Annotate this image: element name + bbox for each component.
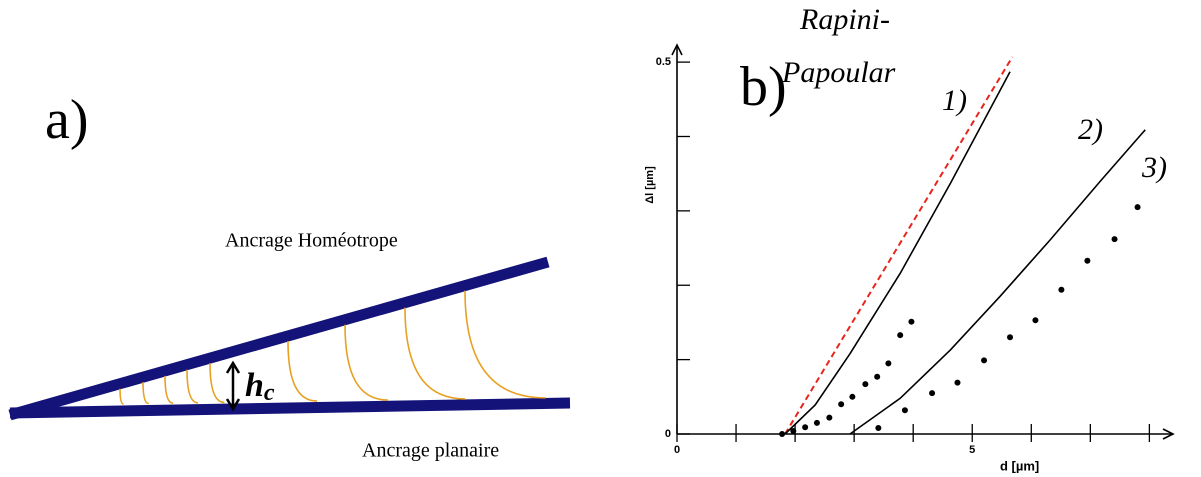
director-line bbox=[186, 369, 199, 404]
y-tick-label: 0 bbox=[665, 428, 671, 440]
data-point bbox=[802, 424, 809, 431]
y-tick-label: 0.5 bbox=[656, 56, 671, 68]
thickness-symbol: hc bbox=[245, 367, 275, 406]
director-line bbox=[164, 375, 174, 405]
h: h bbox=[245, 367, 264, 404]
curve bbox=[784, 71, 1011, 435]
data-point bbox=[1007, 334, 1014, 341]
curve-label: 1) bbox=[942, 84, 967, 117]
panel-b: 0 5 0 0.5 d [µm] Δl [µm] b) Rapini- Papoular 1) 2)… bbox=[644, 3, 1175, 473]
annotation: Papoular bbox=[781, 56, 896, 89]
data-point bbox=[826, 414, 833, 421]
director-line bbox=[464, 290, 546, 399]
data-point bbox=[874, 373, 881, 380]
data-point bbox=[838, 401, 845, 408]
bottom-plate bbox=[9, 397, 571, 419]
data-point bbox=[875, 425, 882, 432]
axis-arrows bbox=[671, 43, 1175, 440]
data-point bbox=[849, 393, 856, 400]
data-point bbox=[901, 407, 908, 414]
x-tick-label: 0 bbox=[674, 444, 680, 456]
data-point bbox=[981, 357, 988, 364]
curve bbox=[784, 56, 1014, 435]
director-line bbox=[404, 307, 466, 400]
data-point bbox=[1084, 257, 1091, 264]
panel-a: a) Ancrage Homéotrope Ancrage planaire h… bbox=[8, 89, 571, 462]
data-point bbox=[908, 318, 915, 325]
y-axis-label: Δl [µm] bbox=[644, 166, 656, 204]
data-point bbox=[897, 332, 904, 339]
data-point bbox=[1134, 204, 1141, 211]
director-line bbox=[119, 388, 124, 405]
data-point bbox=[790, 428, 797, 435]
curve bbox=[849, 129, 1146, 435]
subscript: c bbox=[264, 380, 275, 406]
curve-label: 2) bbox=[1078, 113, 1103, 146]
data-point bbox=[779, 431, 786, 437]
panel-label: a) bbox=[45, 89, 89, 151]
data-point bbox=[813, 419, 820, 426]
data-point bbox=[954, 379, 961, 386]
director-line bbox=[287, 340, 318, 402]
x-tick-label: 5 bbox=[969, 444, 975, 456]
data-point bbox=[1058, 286, 1065, 293]
data-point bbox=[1111, 236, 1118, 243]
arrow-heads bbox=[225, 360, 241, 412]
director-line bbox=[209, 363, 225, 404]
data-point bbox=[885, 360, 892, 367]
director-line bbox=[142, 382, 149, 405]
data-point bbox=[929, 390, 936, 397]
curve-label: 3) bbox=[1141, 151, 1167, 184]
annotation: Rapini- bbox=[799, 3, 890, 36]
data-point bbox=[862, 381, 869, 388]
panel-label: b) bbox=[740, 56, 787, 118]
bottom-label: Ancrage planaire bbox=[362, 440, 499, 462]
director-line bbox=[344, 324, 388, 401]
top-label: Ancrage Homéotrope bbox=[225, 230, 398, 252]
data-point bbox=[1032, 317, 1039, 324]
x-axis-label: d [µm] bbox=[1000, 458, 1039, 473]
top-plate bbox=[8, 256, 550, 421]
